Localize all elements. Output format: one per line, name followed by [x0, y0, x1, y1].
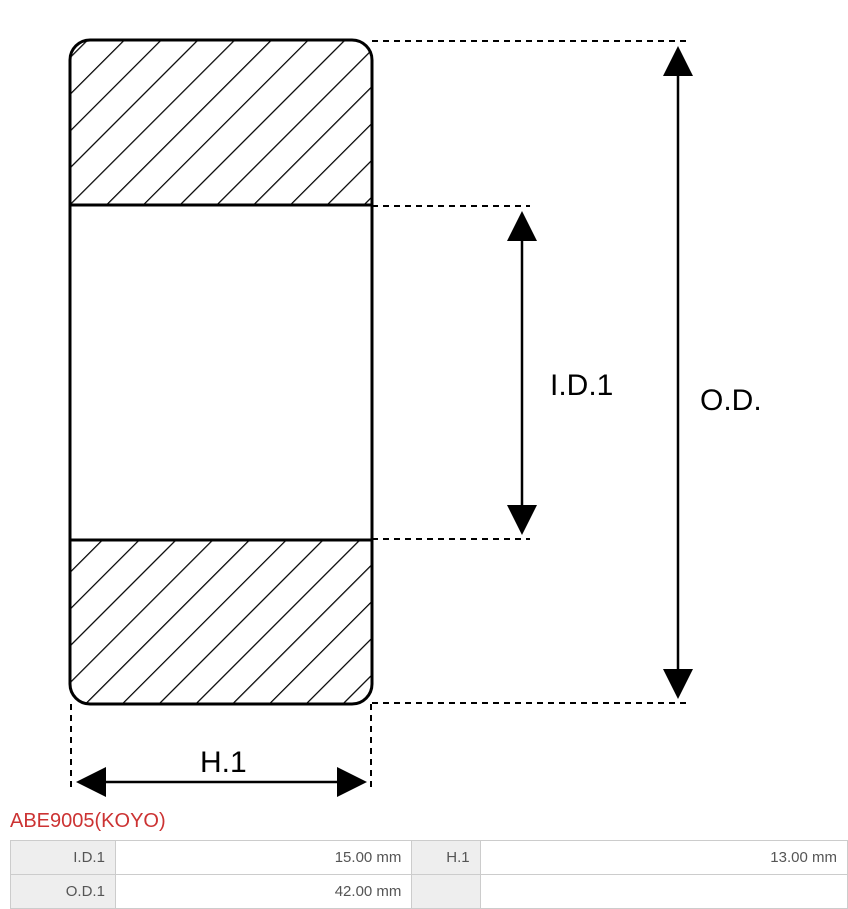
- table-row: O.D.1 42.00 mm: [11, 875, 848, 909]
- spec-label: O.D.1: [11, 875, 116, 909]
- dim-od1-label: O.D.1: [700, 384, 760, 417]
- spec-label: H.1: [412, 841, 480, 875]
- diagram-svg: I.D.1 O.D.1 H.1: [60, 30, 760, 800]
- bearing-diagram: I.D.1 O.D.1 H.1: [60, 30, 760, 800]
- table-row: I.D.1 15.00 mm H.1 13.00 mm: [11, 841, 848, 875]
- hatch-bottom: [70, 540, 372, 704]
- spec-label: [412, 875, 480, 909]
- spec-label: I.D.1: [11, 841, 116, 875]
- spec-value: 13.00 mm: [480, 841, 847, 875]
- dim-h1-label: H.1: [200, 746, 247, 779]
- spec-value: [480, 875, 847, 909]
- product-title: ABE9005(KOYO): [10, 810, 166, 833]
- spec-table: I.D.1 15.00 mm H.1 13.00 mm O.D.1 42.00 …: [10, 840, 848, 909]
- spec-value: 15.00 mm: [115, 841, 411, 875]
- page: I.D.1 O.D.1 H.1 ABE9005(KOYO) I.D.1 15.0…: [0, 0, 848, 907]
- dim-id1-label: I.D.1: [550, 369, 613, 402]
- hatch-top: [70, 40, 372, 205]
- spec-value: 42.00 mm: [115, 875, 411, 909]
